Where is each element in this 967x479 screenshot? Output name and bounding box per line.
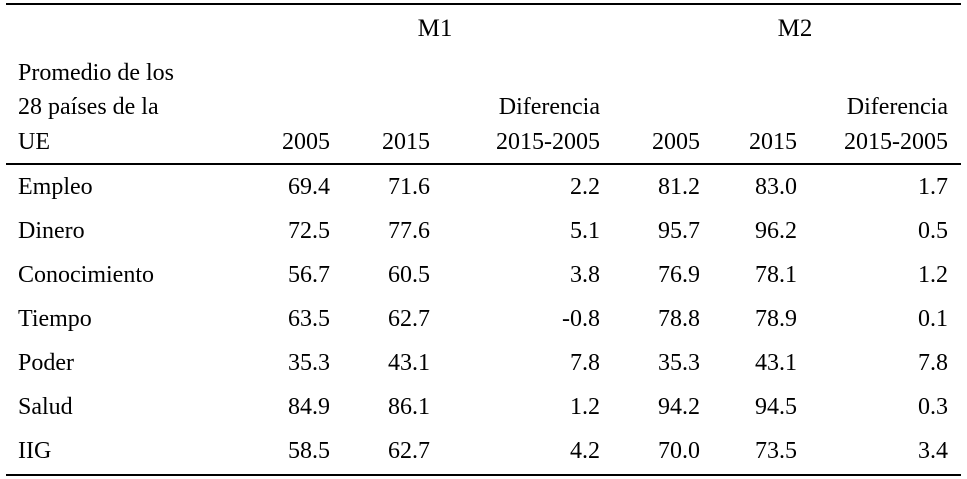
cell-m2-2005: 94.2 [658, 394, 700, 420]
cell-m1-2005: 56.7 [288, 262, 330, 288]
cell-m1-2005: 63.5 [288, 306, 330, 332]
row-label: Poder [18, 350, 74, 376]
cell-m2-2005: 76.9 [658, 262, 700, 288]
cell-m2-2005: 95.7 [658, 218, 700, 244]
column-header-m1-diff-line-2: 2015-2005 [496, 129, 600, 155]
column-header-m1-diff-line-1: Diferencia [498, 94, 600, 120]
cell-m2-2015: 78.9 [755, 306, 797, 332]
cell-m2-2015: 96.2 [755, 218, 797, 244]
top-rule [6, 3, 961, 5]
row-label: IIG [18, 438, 52, 464]
table-row-conocimiento: Conocimiento 56.7 60.5 3.8 76.9 78.1 1.2 [0, 253, 967, 297]
bottom-rule [6, 474, 961, 476]
cell-m2-diff: 0.5 [918, 218, 948, 244]
cell-m2-diff: 7.8 [918, 350, 948, 376]
cell-m1-diff: 3.8 [570, 262, 600, 288]
cell-m2-2005: 78.8 [658, 306, 700, 332]
row-label: Dinero [18, 218, 85, 244]
cell-m1-2015: 62.7 [388, 306, 430, 332]
cell-m2-diff: 0.3 [918, 394, 948, 420]
cell-m2-diff: 1.7 [918, 174, 948, 200]
cell-m1-diff: 1.2 [570, 394, 600, 420]
table-row-salud: Salud 84.9 86.1 1.2 94.2 94.5 0.3 [0, 385, 967, 429]
stub-header-line-2: 28 países de la [18, 94, 159, 120]
cell-m2-2015: 78.1 [755, 262, 797, 288]
cell-m2-2015: 83.0 [755, 174, 797, 200]
cell-m2-2015: 94.5 [755, 394, 797, 420]
cell-m1-2015: 71.6 [388, 174, 430, 200]
row-label: Empleo [18, 174, 93, 200]
column-header-m1-2005: 2005 [282, 129, 330, 155]
table-row-iig: IIG 58.5 62.7 4.2 70.0 73.5 3.4 [0, 429, 967, 473]
column-header-m2-2005: 2005 [652, 129, 700, 155]
cell-m2-diff: 1.2 [918, 262, 948, 288]
cell-m1-2015: 77.6 [388, 218, 430, 244]
cell-m1-2015: 86.1 [388, 394, 430, 420]
cell-m2-diff: 3.4 [918, 438, 948, 464]
group-header-m1: M1 [417, 15, 453, 42]
cell-m2-2005: 81.2 [658, 174, 700, 200]
cell-m2-diff: 0.1 [918, 306, 948, 332]
cell-m1-2005: 72.5 [288, 218, 330, 244]
cell-m1-diff: 7.8 [570, 350, 600, 376]
cell-m1-2015: 60.5 [388, 262, 430, 288]
table-row-empleo: Empleo 69.4 71.6 2.2 81.2 83.0 1.7 [0, 165, 967, 209]
cell-m1-diff: 2.2 [570, 174, 600, 200]
cell-m1-2005: 58.5 [288, 438, 330, 464]
header-rule [6, 163, 961, 165]
column-header-m1-2015: 2015 [382, 129, 430, 155]
stub-header-line-1: Promedio de los [18, 60, 174, 86]
stub-header-line-3: UE [18, 129, 50, 155]
cell-m1-diff: 5.1 [570, 218, 600, 244]
cell-m1-2005: 84.9 [288, 394, 330, 420]
row-label: Tiempo [18, 306, 92, 332]
cell-m1-diff: 4.2 [570, 438, 600, 464]
row-label: Conocimiento [18, 262, 154, 288]
table-row-poder: Poder 35.3 43.1 7.8 35.3 43.1 7.8 [0, 341, 967, 385]
cell-m1-2015: 43.1 [388, 350, 430, 376]
cell-m1-diff: -0.8 [562, 306, 600, 332]
table-row-tiempo: Tiempo 63.5 62.7 -0.8 78.8 78.9 0.1 [0, 297, 967, 341]
row-label: Salud [18, 394, 73, 420]
column-header-m2-diff-line-2: 2015-2005 [844, 129, 948, 155]
cell-m1-2005: 35.3 [288, 350, 330, 376]
column-header-m2-diff-line-1: Diferencia [846, 94, 948, 120]
column-header-m2-2015: 2015 [749, 129, 797, 155]
group-header-m2: M2 [777, 15, 813, 42]
cell-m2-2015: 43.1 [755, 350, 797, 376]
table-row-dinero: Dinero 72.5 77.6 5.1 95.7 96.2 0.5 [0, 209, 967, 253]
cell-m1-2005: 69.4 [288, 174, 330, 200]
cell-m2-2005: 70.0 [658, 438, 700, 464]
cell-m2-2015: 73.5 [755, 438, 797, 464]
cell-m2-2005: 35.3 [658, 350, 700, 376]
cell-m1-2015: 62.7 [388, 438, 430, 464]
